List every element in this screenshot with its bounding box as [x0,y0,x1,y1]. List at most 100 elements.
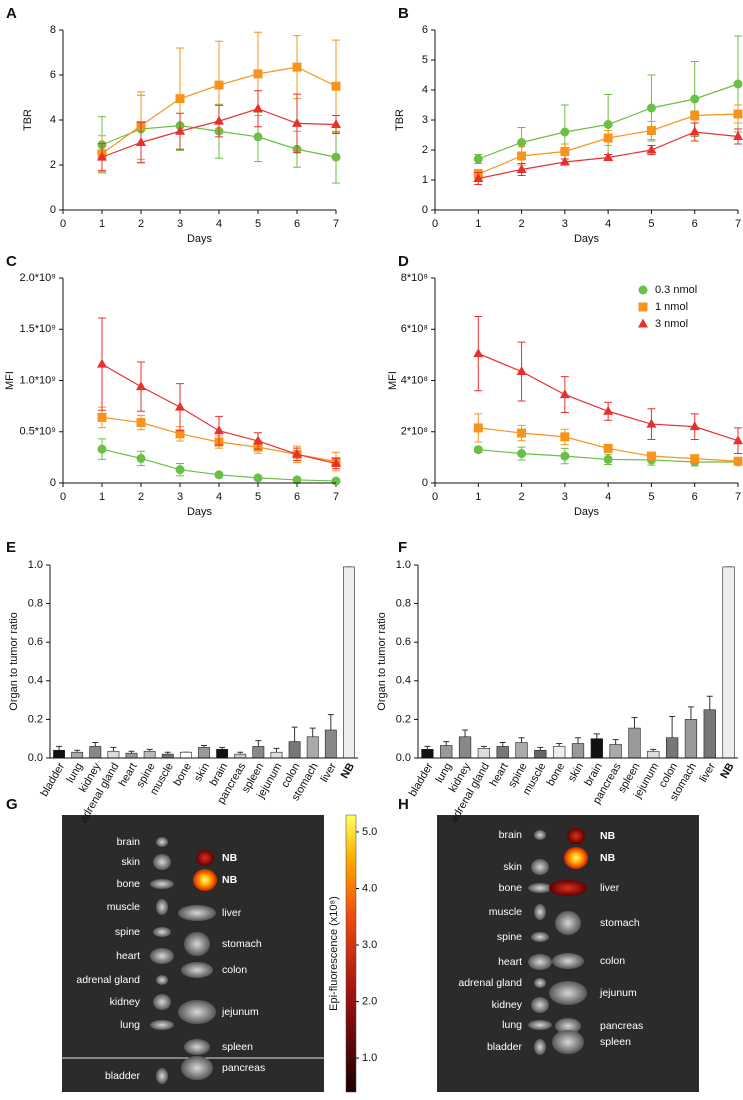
bar [647,750,660,759]
marker [292,62,302,72]
bar [306,736,319,759]
organ-label: bladder [487,1041,523,1053]
marker [603,443,613,453]
organ-label: NB [222,874,238,886]
marker [97,358,107,368]
organ-label: colon [600,955,625,967]
organ-label: skin [503,861,522,873]
y-tick-label: 4*10⁸ [401,374,428,386]
bar [534,749,547,759]
error-bar [424,745,431,750]
y-tick-label: 8 [50,24,56,36]
y-tick-label: 5 [422,54,428,66]
y-tick-label: 2 [50,159,56,171]
panel-label: D [398,253,409,270]
error-bar [219,746,226,750]
organ-label: liver [600,882,620,894]
organ-label: NB [600,830,616,842]
organ-label: pancreas [600,1020,643,1032]
marker [516,164,527,173]
x-tick-label: 2 [519,491,525,503]
marker [473,445,483,455]
organ-label: stomach [600,917,640,929]
x-tick-label: 1 [475,491,481,503]
x-tick-label: 4 [605,491,611,503]
marker [331,119,341,128]
organ [528,954,552,970]
organ-label: liver [222,907,242,919]
organ-label: spleen [600,1036,631,1048]
organ [156,975,168,985]
panel-label: H [398,796,409,813]
y-tick-label: 0 [422,477,428,489]
legend-marker [638,302,648,312]
organ-label: bone [499,882,523,894]
error-bar [164,751,171,755]
organ-label: spine [115,926,140,938]
marker [136,381,146,391]
y-tick-label: 0.6 [28,636,43,648]
bar [107,750,120,759]
organ [534,1039,546,1055]
marker [733,456,743,466]
organ [193,869,217,891]
y-axis-label: MFI [387,371,399,390]
marker [214,425,224,435]
organ-label: muscle [107,901,140,913]
error-bar [110,746,117,752]
marker [292,448,302,458]
y-tick-label: 0.6 [396,636,411,648]
x-tick-label: liver [697,761,718,785]
colorbar [345,814,357,1093]
x-tick-label: 2 [519,218,525,230]
organ [555,1018,581,1034]
x-tick-label: bone [171,761,194,788]
marker [733,131,743,140]
organ-label: adrenal gland [458,977,522,989]
bar [684,719,698,759]
organ [156,1068,168,1084]
x-tick-label: 0 [432,491,438,503]
marker [646,103,656,113]
x-tick-label: 5 [255,218,261,230]
organ [534,830,546,840]
marker [136,418,146,428]
marker [517,449,527,459]
error-bar [255,740,262,747]
y-tick-label: 3 [422,114,428,126]
organ-label: bladder [105,1070,141,1082]
bar [198,747,210,759]
error-bar [480,745,487,749]
marker [646,144,657,154]
bar [143,750,156,759]
organ-label: kidney [110,996,141,1008]
bar [590,738,603,759]
marker [559,389,570,399]
marker [175,94,185,104]
bar [179,751,192,759]
x-tick-label: bladder [38,761,67,799]
organ-label: spleen [222,1041,253,1053]
error-bar [462,729,469,737]
error-bar [669,716,676,738]
y-tick-label: 0.4 [396,675,411,687]
organ [181,962,213,978]
series-line [478,353,739,442]
x-tick-label: 4 [216,491,222,503]
marker [473,423,483,433]
organ [153,854,171,870]
x-tick-label: 3 [562,491,568,503]
y-tick-label: 4 [50,114,56,126]
organ [178,1000,216,1024]
y-axis-label: Organ to tumor ratio [376,612,388,710]
x-tick-label: 3 [562,218,568,230]
organ-label: brain [499,829,523,841]
bar [125,752,138,759]
marker [517,151,527,161]
marker [560,127,570,137]
x-tick-label: 4 [216,218,222,230]
organ [534,904,546,920]
organ-label: lung [502,1019,522,1031]
marker [646,451,656,461]
bar [665,737,679,759]
